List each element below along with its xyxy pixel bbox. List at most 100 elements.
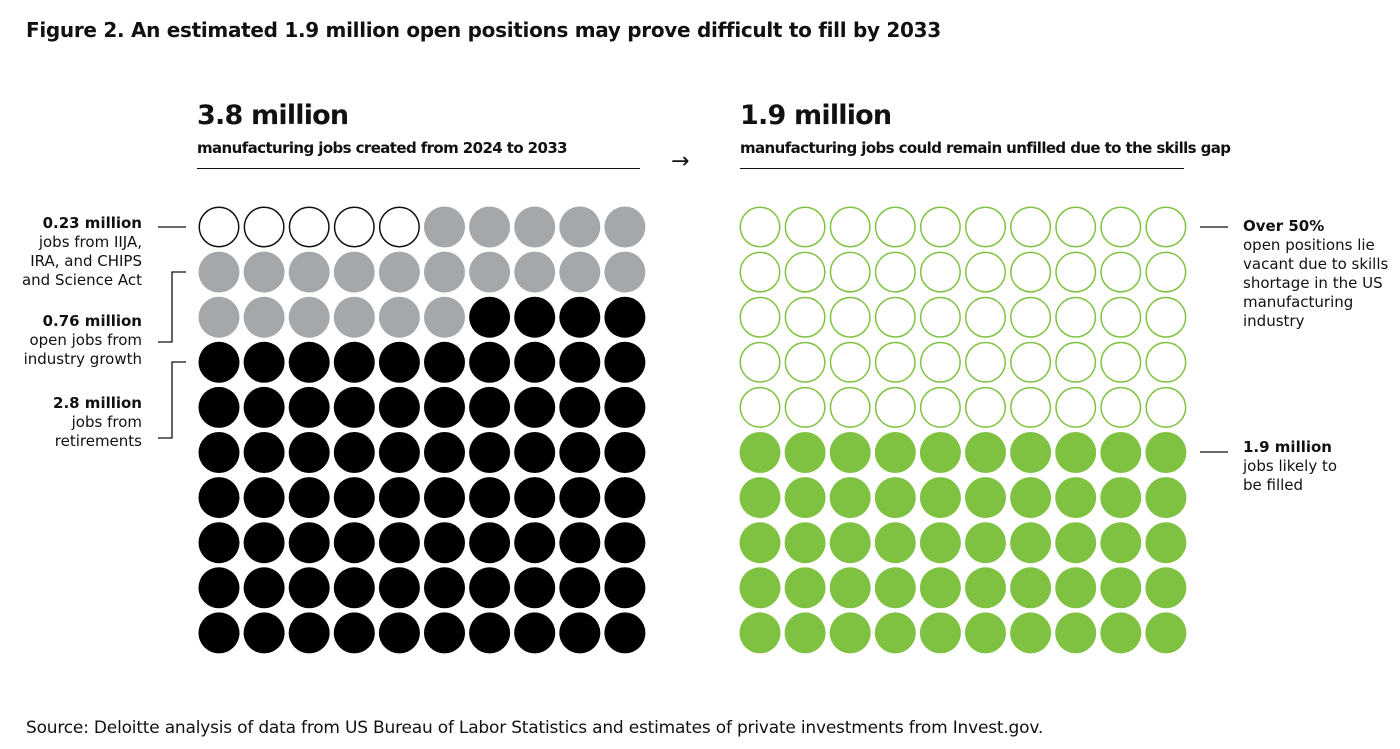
waffle-dot-black <box>243 567 285 609</box>
waffle-dot-green-outline <box>829 341 871 383</box>
waffle-dot-outline <box>333 206 375 248</box>
waffle-dot-green <box>1010 477 1052 519</box>
waffle-dot-green <box>784 432 826 473</box>
waffle-dot-green <box>874 612 916 654</box>
waffle-dot-gray <box>198 296 240 338</box>
waffle-dot-green <box>919 477 961 519</box>
waffle-dot-black <box>469 341 511 383</box>
waffle-dot-black <box>424 567 465 609</box>
waffle-dot-green <box>784 567 826 609</box>
waffle-dot-gray <box>198 251 240 293</box>
waffle-dot-black <box>288 432 330 473</box>
waffle-dot-black <box>243 612 285 654</box>
waffle-dot-green <box>1010 522 1052 564</box>
left-rule <box>197 168 640 169</box>
waffle-dot-green-outline <box>1055 386 1097 428</box>
waffle-dot-gray <box>424 296 465 338</box>
waffle-dot-green <box>965 432 1006 473</box>
waffle-dot-black <box>604 567 646 609</box>
label-industry-growth: 0.76 million open jobs from industry gro… <box>24 312 142 369</box>
waffle-dot-outline <box>378 206 420 248</box>
waffle-dot-green-outline <box>965 386 1006 428</box>
waffle-dot-gray <box>604 251 646 293</box>
waffle-dot-gray <box>514 251 556 293</box>
waffle-dot-green <box>919 522 961 564</box>
waffle-dot-black <box>378 386 420 428</box>
waffle-dot-gray <box>424 206 465 248</box>
waffle-dot-green-outline <box>919 251 961 293</box>
waffle-dot-green <box>1145 567 1187 609</box>
label-filled-line: be filled <box>1243 476 1304 494</box>
waffle-dot-green <box>1100 612 1142 654</box>
waffle-dot-black <box>514 612 556 654</box>
waffle-dot-green-outline <box>784 386 826 428</box>
waffle-dot-black <box>198 432 240 473</box>
waffle-dot-black <box>333 432 375 473</box>
waffle-dot-black <box>604 386 646 428</box>
right-subtitle: manufacturing jobs could remain unfilled… <box>740 139 1231 157</box>
waffle-dot-green-outline <box>739 341 781 383</box>
label-filled-value: 1.9 million <box>1243 438 1332 456</box>
label-growth-line: industry growth <box>23 350 142 368</box>
waffle-dot-black <box>333 341 375 383</box>
waffle-dot-black <box>514 386 556 428</box>
waffle-dot-black <box>559 522 601 564</box>
left-headline: 3.8 million <box>197 100 349 131</box>
waffle-dot-green-outline <box>739 296 781 338</box>
waffle-dot-black <box>243 522 285 564</box>
waffle-dot-green-outline <box>965 341 1006 383</box>
waffle-dot-green-outline <box>1055 341 1097 383</box>
waffle-dot-green-outline <box>1145 341 1187 383</box>
left-subtitle: manufacturing jobs created from 2024 to … <box>197 139 568 157</box>
waffle-dot-black <box>469 612 511 654</box>
waffle-dot-green <box>829 567 871 609</box>
label-vacant-line: industry <box>1243 312 1305 330</box>
waffle-dot-green-outline <box>1010 386 1052 428</box>
waffle-dot-black <box>424 612 465 654</box>
waffle-dot-black <box>288 522 330 564</box>
waffle-dot-black <box>198 341 240 383</box>
waffle-dot-black <box>604 477 646 519</box>
waffle-dot-green <box>1100 432 1142 473</box>
waffle-dot-green-outline <box>874 296 916 338</box>
waffle-dot-black <box>288 341 330 383</box>
waffle-dot-green <box>1145 432 1187 473</box>
waffle-dot-gray <box>559 251 601 293</box>
waffle-dot-black <box>514 296 556 338</box>
label-vacant-line: vacant due to skills <box>1243 255 1389 273</box>
waffle-dot-green <box>1010 612 1052 654</box>
label-vacant: Over 50% open positions lie vacant due t… <box>1243 217 1388 331</box>
waffle-dot-black <box>378 567 420 609</box>
waffle-dot-green-outline <box>784 341 826 383</box>
waffle-dot-outline <box>243 206 285 248</box>
waffle-dot-black <box>559 432 601 473</box>
waffle-dot-black <box>288 386 330 428</box>
waffle-dot-green <box>1100 477 1142 519</box>
label-retire-value: 2.8 million <box>53 394 142 412</box>
waffle-dot-black <box>378 432 420 473</box>
waffle-dot-green <box>1100 522 1142 564</box>
waffle-dot-black <box>333 612 375 654</box>
waffle-dot-green-outline <box>829 251 871 293</box>
waffle-dot-black <box>424 341 465 383</box>
waffle-dot-black <box>604 296 646 338</box>
label-growth-value: 0.76 million <box>42 312 142 330</box>
waffle-dot-black <box>333 567 375 609</box>
waffle-dot-gray <box>288 296 330 338</box>
waffle-dot-green <box>874 567 916 609</box>
waffle-dot-green-outline <box>1145 296 1187 338</box>
waffle-dot-green <box>1055 567 1097 609</box>
waffle-dot-green-outline <box>1010 206 1052 248</box>
waffle-dot-black <box>514 567 556 609</box>
label-retirements: 2.8 million jobs from retirements <box>53 394 142 451</box>
waffle-dot-green-outline <box>829 206 871 248</box>
label-vacant-line: open positions lie <box>1243 236 1375 254</box>
waffle-dot-green-outline <box>1145 251 1187 293</box>
waffle-dot-green <box>919 612 961 654</box>
waffle-dot-black <box>198 386 240 428</box>
waffle-dot-green-outline <box>965 296 1006 338</box>
waffle-dot-green <box>739 477 781 519</box>
waffle-dot-green <box>784 612 826 654</box>
waffle-dot-green-outline <box>1145 206 1187 248</box>
waffle-dot-green-outline <box>784 251 826 293</box>
